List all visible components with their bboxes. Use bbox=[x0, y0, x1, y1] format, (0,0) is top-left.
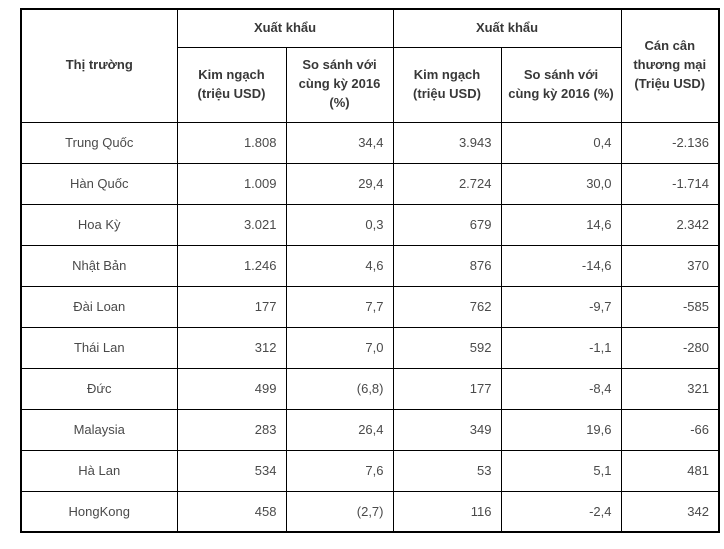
change-2-cell: -1,1 bbox=[500, 326, 622, 369]
value-2-cell: 592 bbox=[392, 326, 502, 369]
value-1-cell: 1.246 bbox=[176, 244, 287, 287]
header-change-2: So sánh với cùng kỳ 2016 (%) bbox=[500, 46, 622, 123]
header-group-row: Thị trường Xuất khẩu Xuất khẩu Cán cân t… bbox=[20, 8, 720, 123]
value-1-cell: 499 bbox=[176, 367, 287, 410]
value-2-cell: 876 bbox=[392, 244, 502, 287]
table-row: Trung Quốc 1.808 34,4 3.943 0,4 -2.136 bbox=[20, 121, 720, 164]
value-2-cell: 177 bbox=[392, 367, 502, 410]
trade-balance-cell: 2.342 bbox=[620, 203, 720, 246]
market-name-cell: Thái Lan bbox=[20, 326, 178, 369]
market-name-cell: Nhật Bản bbox=[20, 244, 178, 287]
table-row: HongKong 458 (2,7) 116 -2,4 342 bbox=[20, 490, 720, 533]
header-market: Thị trường bbox=[20, 8, 178, 123]
value-2-cell: 349 bbox=[392, 408, 502, 451]
trade-balance-cell: 370 bbox=[620, 244, 720, 287]
value-1-cell: 177 bbox=[176, 285, 287, 328]
change-2-cell: -14,6 bbox=[500, 244, 622, 287]
header-value-2: Kim ngạch (triệu USD) bbox=[392, 46, 502, 123]
change-2-cell: 30,0 bbox=[500, 162, 622, 205]
market-name-cell: Trung Quốc bbox=[20, 121, 178, 164]
change-2-cell: -9,7 bbox=[500, 285, 622, 328]
market-name-cell: Hoa Kỳ bbox=[20, 203, 178, 246]
trade-table-container: Thị trường Xuất khẩu Xuất khẩu Cán cân t… bbox=[20, 8, 720, 533]
trade-balance-cell: -585 bbox=[620, 285, 720, 328]
value-2-cell: 53 bbox=[392, 449, 502, 492]
header-change-1: So sánh với cùng kỳ 2016 (%) bbox=[285, 46, 394, 123]
change-1-cell: 34,4 bbox=[285, 121, 394, 164]
trade-balance-cell: -280 bbox=[620, 326, 720, 369]
trade-balance-cell: 481 bbox=[620, 449, 720, 492]
change-2-cell: -8,4 bbox=[500, 367, 622, 410]
trade-balance-cell: -1.714 bbox=[620, 162, 720, 205]
table-row: Nhật Bản 1.246 4,6 876 -14,6 370 bbox=[20, 244, 720, 287]
change-1-cell: 29,4 bbox=[285, 162, 394, 205]
value-2-cell: 116 bbox=[392, 490, 502, 533]
value-1-cell: 534 bbox=[176, 449, 287, 492]
table-row: Hoa Kỳ 3.021 0,3 679 14,6 2.342 bbox=[20, 203, 720, 246]
table-row: Thái Lan 312 7,0 592 -1,1 -280 bbox=[20, 326, 720, 369]
header-trade-balance: Cán cân thương mại (Triệu USD) bbox=[620, 8, 720, 123]
change-1-cell: 4,6 bbox=[285, 244, 394, 287]
header-sub-row: Kim ngạch (triệu USD) So sánh với cùng k… bbox=[21, 46, 719, 123]
value-1-cell: 3.021 bbox=[176, 203, 287, 246]
trade-balance-cell: 321 bbox=[620, 367, 720, 410]
change-1-cell: 0,3 bbox=[285, 203, 394, 246]
change-1-cell: (6,8) bbox=[285, 367, 394, 410]
change-2-cell: -2,4 bbox=[500, 490, 622, 533]
header-group-export-2: Xuất khẩu bbox=[392, 8, 622, 48]
value-1-cell: 283 bbox=[176, 408, 287, 451]
change-1-cell: 26,4 bbox=[285, 408, 394, 451]
trade-balance-cell: -2.136 bbox=[620, 121, 720, 164]
value-1-cell: 458 bbox=[176, 490, 287, 533]
value-2-cell: 3.943 bbox=[392, 121, 502, 164]
market-name-cell: Đức bbox=[20, 367, 178, 410]
change-2-cell: 14,6 bbox=[500, 203, 622, 246]
header-group-export-1: Xuất khẩu bbox=[176, 8, 394, 48]
value-2-cell: 2.724 bbox=[392, 162, 502, 205]
value-1-cell: 1.009 bbox=[176, 162, 287, 205]
value-2-cell: 762 bbox=[392, 285, 502, 328]
market-name-cell: Đài Loan bbox=[20, 285, 178, 328]
table-row: Malaysia 283 26,4 349 19,6 -66 bbox=[20, 408, 720, 451]
trade-balance-cell: -66 bbox=[620, 408, 720, 451]
market-name-cell: Hàn Quốc bbox=[20, 162, 178, 205]
table-row: Hàn Quốc 1.009 29,4 2.724 30,0 -1.714 bbox=[20, 162, 720, 205]
market-name-cell: HongKong bbox=[20, 490, 178, 533]
change-2-cell: 5,1 bbox=[500, 449, 622, 492]
change-2-cell: 0,4 bbox=[500, 121, 622, 164]
trade-statistics-table: Thị trường Xuất khẩu Xuất khẩu Cán cân t… bbox=[20, 8, 720, 533]
market-name-cell: Malaysia bbox=[20, 408, 178, 451]
table-row: Đức 499 (6,8) 177 -8,4 321 bbox=[20, 367, 720, 410]
change-1-cell: (2,7) bbox=[285, 490, 394, 533]
change-1-cell: 7,6 bbox=[285, 449, 394, 492]
table-row: Đài Loan 177 7,7 762 -9,7 -585 bbox=[20, 285, 720, 328]
value-2-cell: 679 bbox=[392, 203, 502, 246]
trade-balance-cell: 342 bbox=[620, 490, 720, 533]
market-name-cell: Hà Lan bbox=[20, 449, 178, 492]
change-1-cell: 7,0 bbox=[285, 326, 394, 369]
change-1-cell: 7,7 bbox=[285, 285, 394, 328]
change-2-cell: 19,6 bbox=[500, 408, 622, 451]
value-1-cell: 312 bbox=[176, 326, 287, 369]
table-row: Hà Lan 534 7,6 53 5,1 481 bbox=[20, 449, 720, 492]
header-value-1: Kim ngạch (triệu USD) bbox=[176, 46, 287, 123]
value-1-cell: 1.808 bbox=[176, 121, 287, 164]
